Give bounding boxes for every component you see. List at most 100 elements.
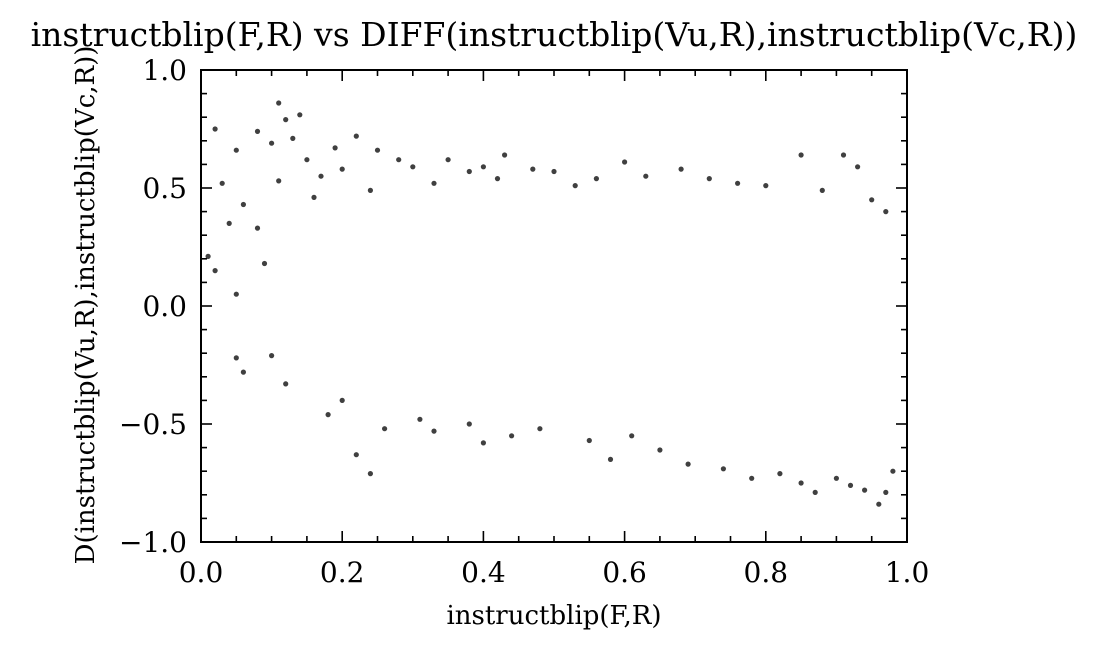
scatter-points (205, 100, 896, 507)
data-point (283, 381, 289, 387)
data-point (240, 369, 246, 375)
data-point (763, 183, 769, 189)
data-point (480, 164, 486, 170)
data-point (311, 194, 317, 200)
data-point (233, 147, 239, 153)
data-point (226, 220, 232, 226)
y-tick-label: 0.5 (142, 172, 187, 205)
x-tick-labels: 0.0 0.2 0.4 0.6 0.8 1.0 (179, 556, 930, 589)
data-point (657, 447, 663, 453)
data-point (339, 166, 345, 172)
data-point (269, 140, 275, 146)
x-tick-label: 0.4 (461, 556, 506, 589)
data-point (431, 180, 437, 186)
data-point (318, 173, 324, 179)
data-point (219, 180, 225, 186)
data-point (876, 501, 882, 507)
data-point (466, 168, 472, 175)
plot-frame (200, 69, 908, 543)
data-point (502, 152, 508, 158)
data-point (798, 152, 804, 158)
data-point (254, 128, 261, 134)
data-point (855, 164, 861, 170)
data-point (735, 180, 741, 186)
data-point (290, 135, 296, 141)
data-point (869, 197, 875, 203)
data-point (240, 201, 246, 208)
chart-title: instructblip(F,R) vs DIFF(instructblip(V… (31, 15, 1078, 54)
data-point (678, 166, 684, 172)
data-point (798, 480, 804, 486)
axis-ticks (200, 69, 908, 543)
data-point (572, 183, 578, 189)
x-tick-label: 0.2 (320, 556, 365, 589)
data-point (833, 475, 840, 481)
data-point (706, 176, 712, 182)
data-point (720, 466, 727, 472)
data-point (205, 253, 211, 259)
data-point (847, 482, 854, 488)
data-point (551, 168, 557, 175)
data-point (530, 166, 536, 172)
data-point (445, 157, 451, 163)
data-point (643, 173, 649, 179)
data-point (480, 440, 486, 446)
data-point (537, 426, 543, 432)
data-point (233, 355, 239, 361)
data-point (269, 353, 275, 359)
data-point (325, 412, 331, 418)
data-point (812, 489, 818, 495)
x-axis-label: instructblip(F,R) (446, 601, 661, 631)
data-point (374, 147, 381, 153)
data-point (276, 178, 282, 184)
data-point (276, 100, 282, 106)
y-axis-label: D(instructblip(Vu,R),instructblip(Vc,R)) (71, 46, 101, 565)
data-point (283, 117, 289, 123)
data-point (410, 164, 416, 170)
data-point (353, 452, 359, 458)
data-point (304, 157, 310, 163)
y-tick-labels: −1.0 −0.5 0.0 0.5 1.0 (119, 54, 187, 559)
data-point (212, 268, 218, 274)
data-point (367, 187, 373, 193)
data-point (233, 291, 239, 297)
data-point (509, 433, 515, 439)
data-point (417, 416, 423, 422)
data-point (297, 112, 303, 118)
data-point (396, 157, 402, 163)
data-point (749, 475, 755, 481)
data-point (586, 437, 592, 444)
y-tick-label: 0.0 (142, 290, 187, 323)
data-point (607, 456, 614, 462)
data-point (254, 225, 261, 231)
data-point (382, 426, 388, 432)
data-point (212, 126, 218, 132)
data-point (332, 145, 338, 151)
data-point (890, 468, 896, 474)
data-point (777, 471, 783, 477)
data-point (367, 471, 373, 477)
data-point (840, 152, 847, 158)
data-point (862, 487, 868, 493)
data-point (353, 133, 359, 139)
data-point (466, 421, 472, 427)
y-tick-label: 1.0 (142, 54, 187, 87)
data-point (685, 461, 691, 467)
data-point (819, 187, 825, 193)
x-tick-label: 0.6 (602, 556, 647, 589)
data-point (883, 489, 889, 495)
data-point (494, 176, 501, 182)
data-point (261, 260, 268, 267)
y-tick-label: −1.0 (119, 526, 187, 559)
data-point (629, 433, 635, 439)
y-tick-label: −0.5 (119, 408, 187, 441)
x-tick-label: 0.0 (179, 556, 224, 589)
x-tick-label: 0.8 (744, 556, 789, 589)
data-point (431, 428, 437, 434)
data-point (622, 159, 628, 165)
data-point (593, 176, 600, 182)
data-point (883, 209, 889, 215)
x-tick-label: 1.0 (885, 556, 930, 589)
data-point (339, 397, 345, 403)
